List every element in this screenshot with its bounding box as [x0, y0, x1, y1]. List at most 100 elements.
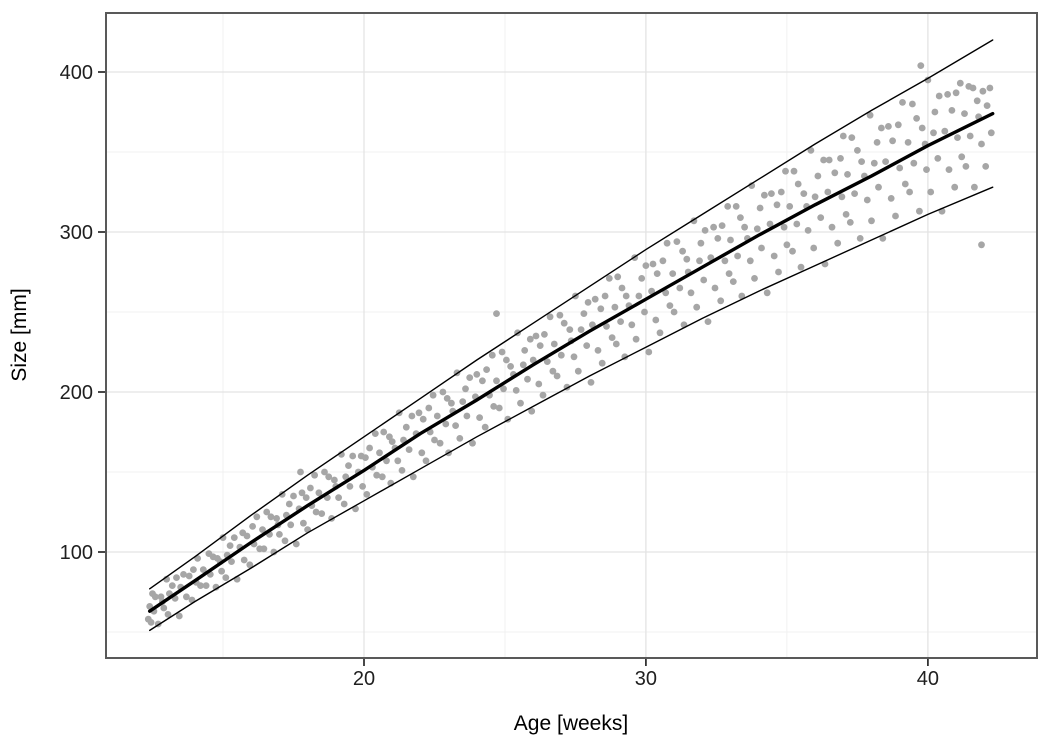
data-point: [185, 572, 193, 580]
data-point: [298, 489, 306, 497]
data-point: [693, 303, 701, 311]
data-point: [459, 398, 467, 405]
data-point: [583, 342, 591, 349]
data-point: [598, 359, 606, 367]
data-point: [469, 439, 476, 447]
data-point: [405, 446, 413, 453]
data-point: [503, 356, 510, 364]
data-point: [971, 183, 978, 191]
data-point: [439, 388, 447, 396]
data-point: [260, 545, 268, 553]
data-point: [507, 363, 514, 370]
y-tick-label: 100: [60, 542, 93, 564]
data-point: [409, 473, 417, 481]
data-point: [777, 188, 785, 196]
y-axis-title: Size [mm]: [8, 288, 31, 381]
data-point: [904, 139, 912, 146]
data-point: [814, 172, 822, 180]
data-point: [648, 287, 655, 295]
data-point: [219, 534, 227, 541]
data-point: [696, 257, 703, 265]
data-point: [180, 571, 187, 578]
data-point: [425, 404, 433, 412]
data-point: [952, 89, 960, 97]
data-point: [230, 534, 238, 541]
data-point: [307, 484, 314, 492]
data-point: [335, 494, 342, 501]
data-point: [666, 302, 674, 309]
data-point: [473, 371, 481, 378]
data-point: [899, 99, 906, 106]
data-point: [717, 297, 725, 305]
data-point: [549, 367, 557, 375]
data-point: [951, 183, 959, 191]
data-point: [828, 223, 836, 231]
data-point: [418, 449, 426, 457]
data-point: [652, 316, 660, 324]
fit-line: [148, 111, 995, 613]
data-point: [710, 223, 717, 231]
data-point: [532, 332, 540, 340]
data-point: [603, 323, 610, 330]
data-point: [741, 223, 748, 231]
data-point: [546, 313, 554, 321]
data-point: [846, 219, 854, 226]
data-point: [700, 276, 708, 284]
data-point: [408, 412, 416, 420]
panel-border: [105, 12, 1038, 659]
data-point: [656, 329, 664, 337]
data-point: [243, 532, 251, 540]
data-point: [632, 335, 640, 343]
data-point: [707, 254, 715, 261]
data-point: [612, 340, 620, 348]
data-point: [574, 367, 582, 375]
data-point: [325, 473, 333, 481]
data-point: [910, 159, 918, 167]
data-point: [589, 321, 596, 329]
data-point: [679, 247, 686, 255]
data-point: [927, 188, 935, 196]
data-point: [797, 263, 805, 271]
data-point: [240, 556, 248, 564]
data-point: [212, 583, 220, 591]
data-point: [398, 467, 406, 474]
data-point: [164, 611, 172, 618]
data-point: [725, 270, 733, 277]
data-point: [987, 129, 995, 137]
x-axis-title: Age [weeks]: [514, 712, 628, 735]
data-point: [718, 222, 726, 230]
data-point: [318, 510, 326, 517]
data-point: [649, 260, 657, 268]
data-point: [751, 275, 758, 282]
data-point: [844, 171, 851, 178]
data-point: [962, 163, 970, 170]
data-point: [882, 158, 889, 166]
panel-frame: [105, 12, 1038, 659]
data-point: [670, 308, 678, 316]
data-point: [737, 214, 744, 222]
data-point: [697, 239, 705, 247]
data-point: [838, 193, 846, 201]
data-point: [422, 457, 430, 465]
data-point: [954, 134, 961, 142]
data-point: [321, 468, 328, 476]
data-point: [714, 235, 722, 242]
y-tick-label: 300: [60, 222, 93, 244]
data-point: [789, 247, 796, 255]
data-point: [587, 379, 595, 386]
data-point: [676, 284, 684, 292]
data-point: [918, 124, 926, 132]
data-point: [941, 127, 949, 135]
data-point: [359, 483, 366, 490]
data-point: [611, 303, 619, 311]
x-tick-label: 30: [635, 668, 657, 690]
data-point: [642, 262, 650, 269]
data-point: [839, 132, 847, 140]
data-point: [956, 79, 964, 87]
data-point: [463, 412, 471, 420]
data-point: [961, 110, 968, 117]
data-point: [493, 377, 500, 385]
